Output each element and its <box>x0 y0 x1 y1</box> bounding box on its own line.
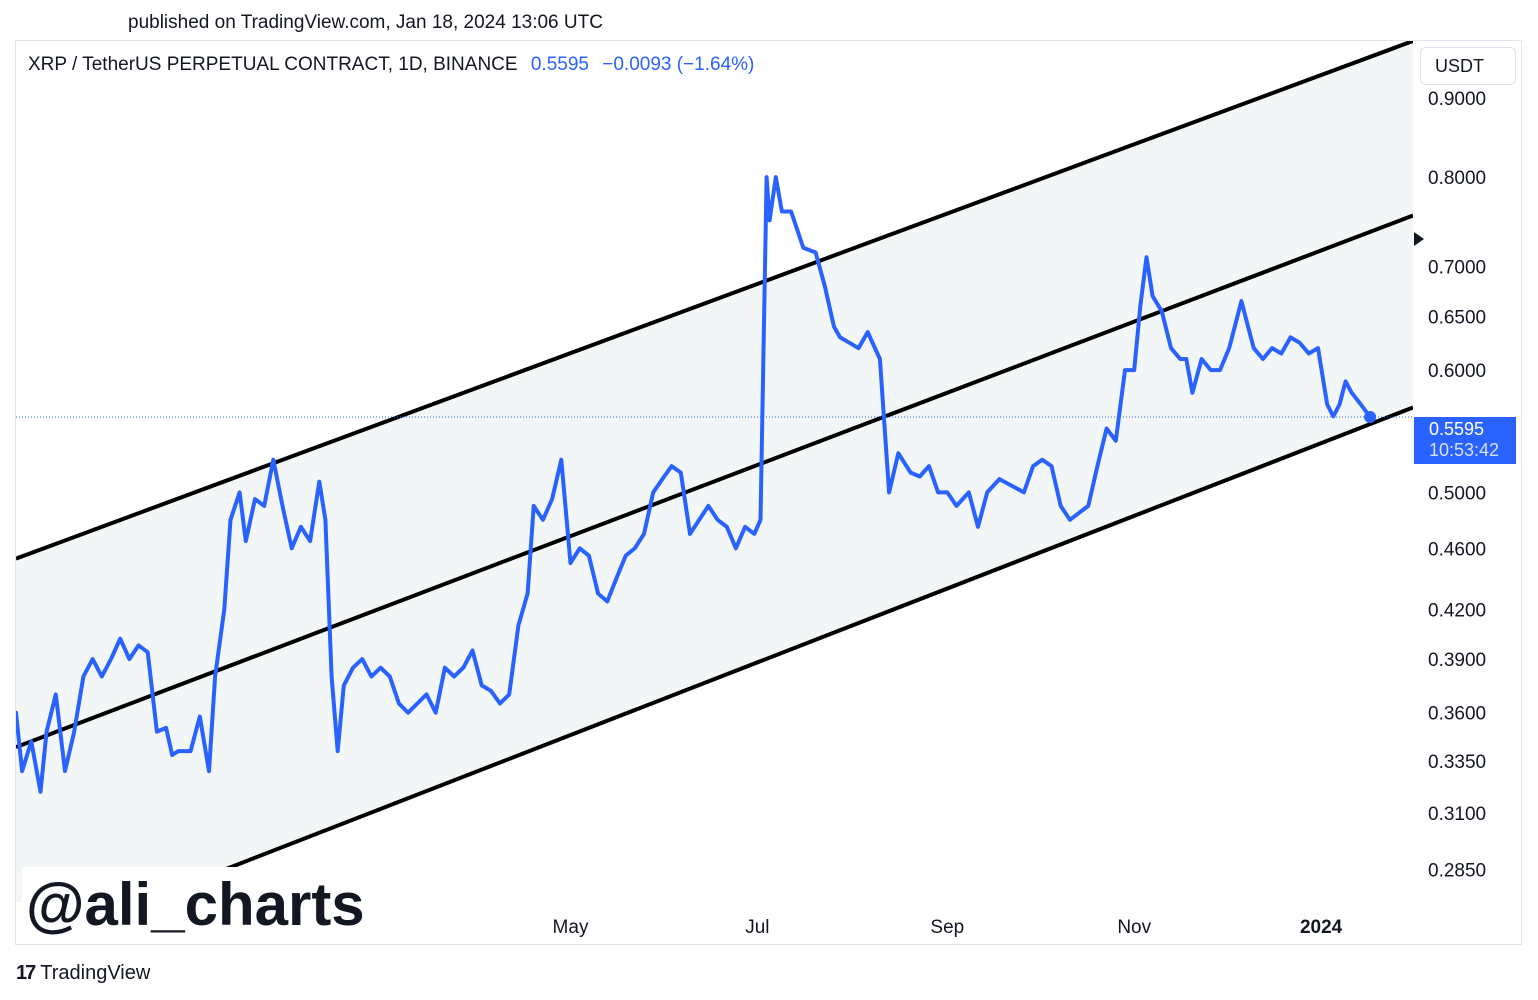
y-tick-label: 0.6000 <box>1428 361 1486 382</box>
y-tick-label: 0.4600 <box>1428 539 1486 560</box>
price-series-line <box>16 175 1373 794</box>
symbol-name[interactable]: XRP / TetherUS PERPETUAL CONTRACT, 1D, B… <box>28 54 518 75</box>
last-price-label: 0.5595 10:53:42 <box>1414 417 1516 464</box>
y-tick-label: 0.3100 <box>1428 804 1486 825</box>
last-price-value: 0.5595 <box>1429 419 1485 439</box>
legend-last-price: 0.5595 <box>530 54 589 75</box>
x-tick-label: Nov <box>1117 917 1151 938</box>
x-tick-label: 2024 <box>1300 917 1343 938</box>
scroll-right-icon <box>1414 232 1424 246</box>
y-tick-label: 0.6500 <box>1428 307 1486 328</box>
symbol-legend[interactable]: XRP / TetherUS PERPETUAL CONTRACT, 1D, B… <box>28 54 754 76</box>
published-note: published on TradingView.com, Jan 18, 20… <box>128 12 603 33</box>
bar-countdown: 10:53:42 <box>1429 440 1500 460</box>
y-tick-label: 0.7000 <box>1428 258 1486 279</box>
y-tick-label: 0.9000 <box>1428 89 1486 110</box>
y-tick-label: 0.2850 <box>1428 860 1486 881</box>
tradingview-logo[interactable]: 17 TradingView <box>16 962 150 985</box>
y-tick-label: 0.3900 <box>1428 650 1486 671</box>
currency-unit-button[interactable]: USDT <box>1420 47 1516 85</box>
y-tick-label: 0.3350 <box>1428 752 1486 773</box>
author-watermark: @ali_charts <box>22 867 442 943</box>
tradingview-brand: TradingView <box>40 962 151 984</box>
x-tick-label: May <box>553 917 589 938</box>
chart-frame <box>15 40 1522 945</box>
y-tick-label: 0.5000 <box>1428 483 1486 504</box>
channel-lower-line <box>135 405 1413 902</box>
channel-fill <box>16 41 1413 902</box>
y-tick-label: 0.8000 <box>1428 168 1486 189</box>
channel-middle-line <box>16 213 1413 750</box>
x-tick-label: Sep <box>930 917 964 938</box>
tradingview-logo-icon: 17 <box>16 962 36 984</box>
y-tick-label: 0.4200 <box>1428 600 1486 621</box>
plot-area <box>16 41 1413 902</box>
channel-upper-line <box>16 41 1413 561</box>
x-tick-label: Jul <box>745 917 769 938</box>
last-price-dot <box>1364 410 1377 423</box>
legend-change: −0.0093 (−1.64%) <box>602 54 755 75</box>
y-tick-label: 0.3600 <box>1428 704 1486 725</box>
